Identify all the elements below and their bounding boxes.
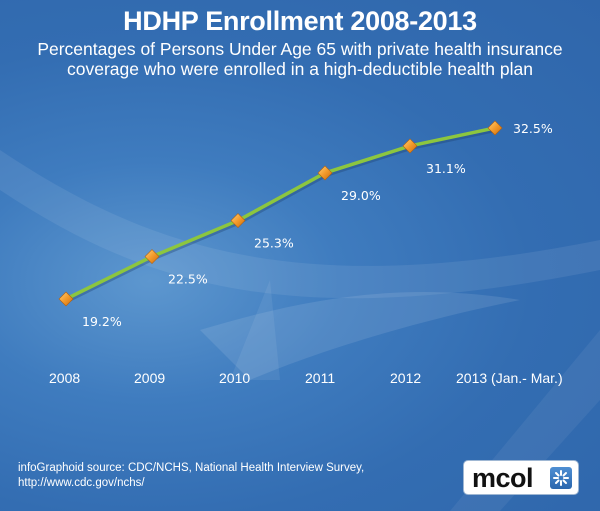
source-line-1: infoGraphoid source: CDC/NCHS, National … — [18, 462, 365, 474]
series-line-shadow — [66, 128, 497, 303]
data-label: 29.0% — [341, 188, 381, 203]
data-point-marker — [58, 291, 74, 307]
data-point-marker — [317, 165, 333, 181]
x-tick-label: 2008 — [49, 370, 80, 386]
chart-subtitle: Percentages of Persons Under Age 65 with… — [0, 39, 600, 79]
x-tick-label: 2013 (Jan.- Mar.) — [456, 370, 563, 386]
data-label: 25.3% — [254, 236, 294, 251]
x-tick-label: 2010 — [219, 370, 250, 386]
mcol-logo: mcol — [463, 460, 579, 495]
x-tick-label: 2011 — [305, 370, 335, 386]
logo-text: mcol — [472, 463, 534, 493]
source-url[interactable]: http://www.cdc.gov/nchs/ — [18, 477, 145, 489]
data-label: 32.5% — [513, 121, 553, 136]
data-point-marker — [144, 249, 160, 264]
data-label: 19.2% — [82, 314, 122, 329]
data-label: 31.1% — [426, 161, 466, 176]
data-point-marker — [230, 213, 246, 228]
data-point-marker — [402, 138, 418, 154]
x-tick-label: 2009 — [134, 370, 165, 386]
chart-title: HDHP Enrollment 2008-2013 — [123, 6, 477, 36]
series-line — [65, 126, 496, 301]
data-point-marker — [487, 120, 503, 136]
pinwheel-icon — [550, 467, 572, 489]
data-label: 22.5% — [168, 272, 208, 287]
x-tick-label: 2012 — [390, 370, 421, 386]
subtitle-line-2: coverage who were enrolled in a high-ded… — [66, 59, 533, 79]
subtitle-line-1: Percentages of Persons Under Age 65 with… — [37, 39, 563, 59]
source-note: infoGraphoid source: CDC/NCHS, National … — [18, 461, 364, 491]
